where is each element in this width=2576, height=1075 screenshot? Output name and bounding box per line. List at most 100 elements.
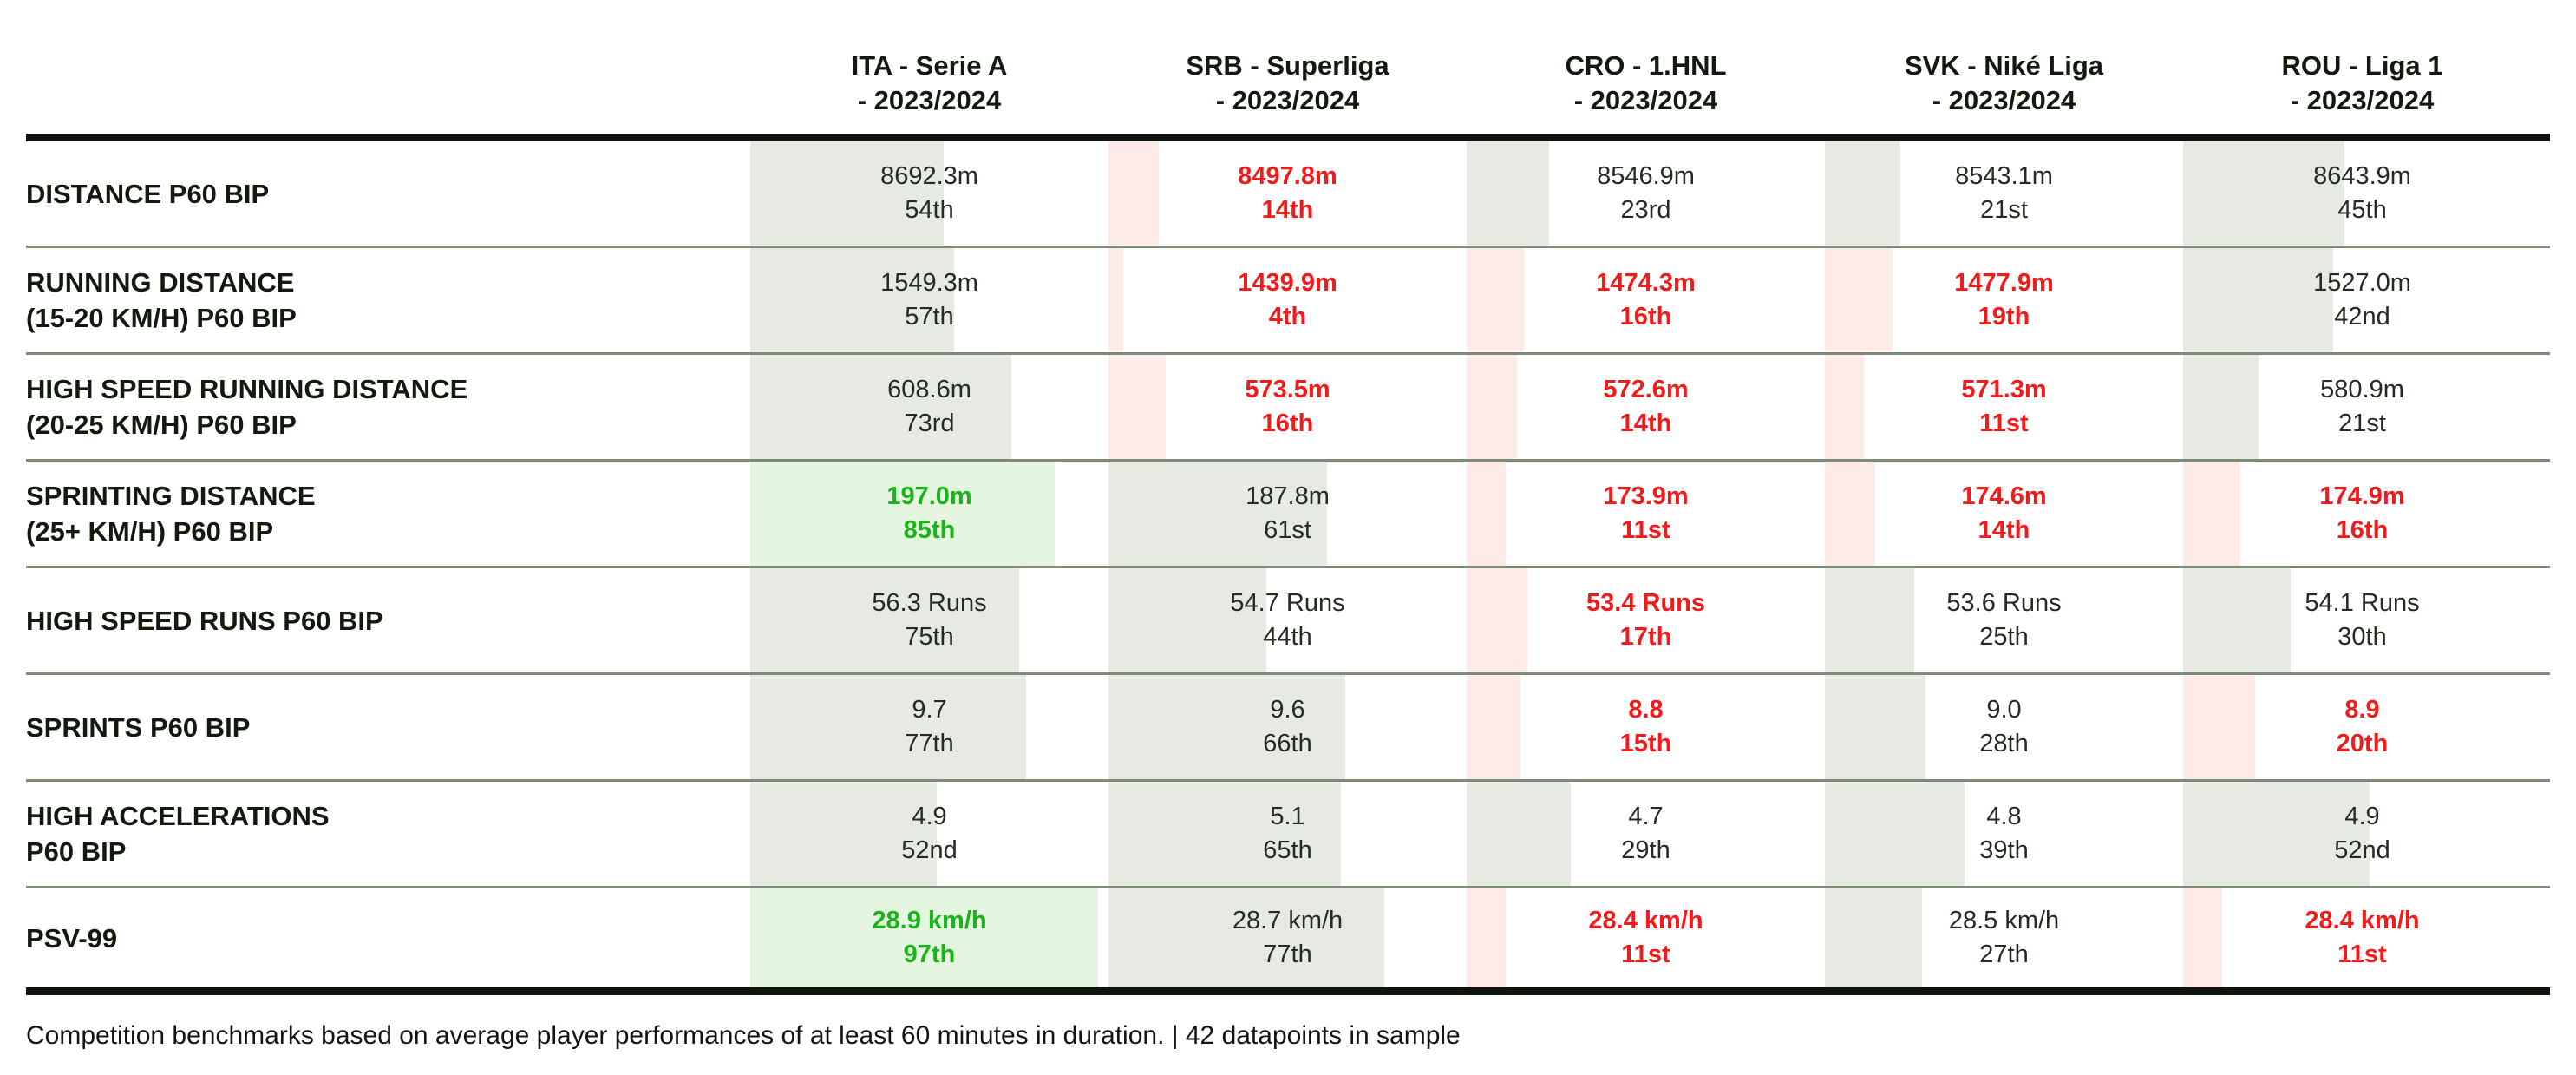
percentile-bar	[750, 888, 1098, 987]
cell-text: 8497.8m 14th	[1238, 160, 1337, 227]
metric-cell: 28.9 km/h 97th	[750, 888, 1108, 987]
metric-cell: 1474.3m 16th	[1467, 248, 1825, 352]
metric-value: 571.3m	[1961, 376, 2047, 403]
metric-cell: 56.3 Runs 75th	[750, 568, 1108, 672]
percentile-bar	[2183, 675, 2255, 779]
metric-value: 54.1 Runs	[2305, 589, 2420, 617]
metric-value: 9.7	[912, 696, 947, 724]
percentile-bar	[1825, 141, 1900, 246]
metric-label: SPRINTS P60 BIP	[26, 710, 750, 745]
cell-text: 174.9m 16th	[2319, 480, 2404, 547]
metric-cell: 1549.3m 57th	[750, 248, 1108, 352]
metric-rank: 16th	[2336, 516, 2389, 544]
percentile-bar	[2183, 355, 2259, 459]
league-season: - 2023/2024	[1573, 85, 1718, 115]
metric-rank: 66th	[1263, 730, 1312, 757]
league-name: SVK - Niké Liga	[1904, 50, 2104, 81]
metric-label: HIGH SPEED RUNS P60 BIP	[26, 603, 750, 639]
metric-cell: 5.1 65th	[1108, 782, 1467, 886]
metric-rank: 39th	[1979, 836, 2029, 864]
cell-text: 572.6m 14th	[1603, 373, 1688, 441]
metric-rank: 11st	[1621, 941, 1670, 968]
metric-value: 9.6	[1270, 696, 1305, 724]
table-row-sprints: SPRINTS P60 BIP 9.7 77th 9.6 66th 8.8 15th …	[26, 675, 2550, 782]
cell-text: 4.8 39th	[1979, 800, 2028, 868]
metric-value: 173.9m	[1603, 482, 1689, 510]
cell-text: 53.4 Runs 17th	[1586, 587, 1705, 654]
metric-value: 197.0m	[886, 482, 972, 510]
metric-cell: 1527.0m 42nd	[2183, 248, 2541, 352]
cell-text: 8643.9m 45th	[2313, 160, 2411, 227]
cell-text: 9.6 66th	[1263, 693, 1311, 761]
metric-rank: 14th	[1619, 410, 1672, 437]
percentile-bar	[1825, 568, 1915, 672]
metric-rank: 73rd	[904, 410, 955, 437]
percentile-bar	[1467, 782, 1571, 886]
metric-value: 187.8m	[1246, 482, 1330, 510]
percentile-bar	[1825, 355, 1865, 459]
metric-rank: 61st	[1264, 516, 1311, 544]
cell-text: 4.9 52nd	[901, 800, 958, 868]
cell-text: 9.7 77th	[905, 693, 953, 761]
metric-value: 8543.1m	[1955, 162, 2053, 190]
metric-rank: 23rd	[1620, 196, 1671, 224]
metric-value: 28.7 km/h	[1232, 907, 1344, 934]
metric-cell: 1439.9m 4th	[1108, 248, 1467, 352]
metric-rank: 21st	[2338, 410, 2386, 437]
metric-value: 174.9m	[2319, 482, 2405, 510]
metric-cell: 28.4 km/h 11st	[1467, 888, 1825, 987]
metric-value: 28.5 km/h	[1948, 907, 2060, 934]
table-row-running-distance: RUNNING DISTANCE (15-20 KM/H) P60 BIP 154…	[26, 248, 2550, 355]
metric-cell: 8.9 20th	[2183, 675, 2541, 779]
metric-value: 4.9	[912, 803, 947, 830]
metric-cell: 8543.1m 21st	[1825, 141, 2183, 246]
metric-rank: 77th	[905, 730, 954, 757]
cell-text: 1549.3m 57th	[880, 266, 978, 334]
metric-value: 8546.9m	[1597, 162, 1695, 190]
cell-text: 5.1 65th	[1263, 800, 1311, 868]
percentile-bar	[1467, 141, 1549, 246]
cell-text: 1439.9m 4th	[1238, 266, 1337, 334]
metric-cell: 4.7 29th	[1467, 782, 1825, 886]
metric-rank: 77th	[1263, 941, 1312, 968]
metric-value: 54.7 Runs	[1230, 589, 1345, 617]
percentile-bar	[1467, 888, 1507, 987]
metric-label-line2: (20-25 KM/H) P60 BIP	[26, 410, 297, 440]
table-row-distance: DISTANCE P60 BIP 8692.3m 54th 8497.8m 14th…	[26, 141, 2550, 248]
percentile-bar	[1108, 355, 1167, 459]
metric-rank: 4th	[1268, 303, 1307, 331]
metric-rank: 30th	[2337, 623, 2387, 651]
metric-cell: 608.6m 73rd	[750, 355, 1108, 459]
percentile-bar	[2183, 888, 2223, 987]
league-name: CRO - 1.HNL	[1565, 50, 1727, 81]
metric-cell: 8643.9m 45th	[2183, 141, 2541, 246]
metric-value: 56.3 Runs	[872, 589, 987, 617]
cell-text: 54.7 Runs 44th	[1230, 587, 1344, 654]
table-row-high-speed-runs: HIGH SPEED RUNS P60 BIP 56.3 Runs 75th 54…	[26, 568, 2550, 675]
percentile-bar	[2183, 248, 2334, 352]
metric-cell: 573.5m 16th	[1108, 355, 1467, 459]
percentile-bar	[1825, 248, 1893, 352]
cell-text: 8546.9m 23rd	[1597, 160, 1695, 227]
metric-rank: 14th	[1978, 516, 2030, 544]
league-name: ITA - Serie A	[851, 50, 1008, 81]
metric-rank: 75th	[905, 623, 954, 651]
metric-cell: 54.1 Runs 30th	[2183, 568, 2541, 672]
percentile-bar	[750, 568, 1019, 672]
metric-rank: 16th	[1261, 410, 1314, 437]
cell-text: 187.8m 61st	[1246, 480, 1330, 547]
metric-cell: 28.4 km/h 11st	[2183, 888, 2541, 987]
metric-value: 4.7	[1628, 803, 1664, 830]
league-season: - 2023/2024	[1932, 85, 2076, 115]
metric-cell: 54.7 Runs 44th	[1108, 568, 1467, 672]
league-header-ita: ITA - Serie A - 2023/2024	[750, 49, 1108, 134]
metric-rank: 21st	[1980, 196, 2028, 224]
metric-cell: 9.7 77th	[750, 675, 1108, 779]
table-header: ITA - Serie A - 2023/2024 SRB - Superliga…	[26, 0, 2550, 141]
metric-rank: 11st	[1621, 516, 1670, 544]
percentile-bar	[2183, 568, 2291, 672]
percentile-bar	[1825, 462, 1875, 566]
metric-cell: 53.4 Runs 17th	[1467, 568, 1825, 672]
percentile-bar	[750, 141, 945, 246]
percentile-bar	[2183, 141, 2344, 246]
